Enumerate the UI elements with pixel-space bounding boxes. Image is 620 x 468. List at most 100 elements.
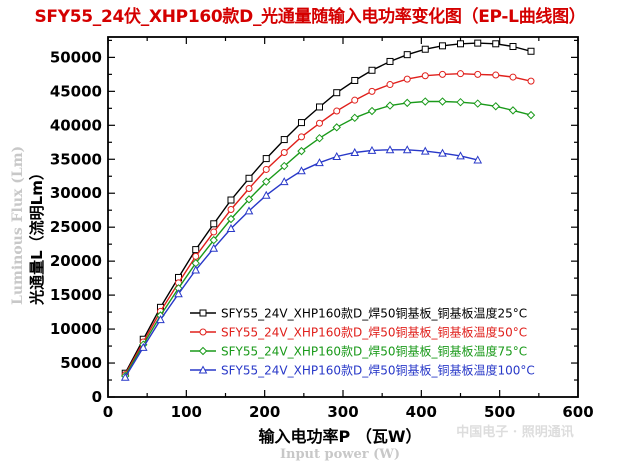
data-point <box>192 246 200 254</box>
data-point <box>421 97 430 106</box>
data-point <box>350 113 359 123</box>
data-point <box>226 214 236 224</box>
data-point <box>438 97 447 106</box>
y-tick-label: 40000 <box>50 116 102 134</box>
data-point <box>386 57 394 65</box>
data-point <box>120 372 130 381</box>
data-point <box>244 195 254 204</box>
data-point <box>350 147 360 156</box>
legend-item-3: SFY55_24V_XHP160款D_焊50铜基板_铜基板温度75°C <box>190 344 527 359</box>
x-tick-label: 400 <box>406 403 437 421</box>
data-point <box>244 206 254 215</box>
y-tick-label: 45000 <box>50 82 102 100</box>
series-line <box>124 149 478 378</box>
series-2 <box>121 70 535 379</box>
series-layer <box>120 39 536 381</box>
data-point <box>385 145 395 154</box>
data-point <box>261 190 271 199</box>
chart-title: SFY55_24伏_XHP160款D_光通量随输入电功率变化图（EP-L曲线图） <box>34 7 586 27</box>
y-tick-label: 10000 <box>50 320 102 338</box>
data-point <box>403 75 411 83</box>
data-point <box>226 223 236 233</box>
x-tick-label: 500 <box>484 403 515 421</box>
data-point <box>368 66 376 74</box>
data-point <box>192 252 200 260</box>
data-point <box>509 73 517 81</box>
data-point <box>473 155 483 164</box>
data-point <box>210 228 218 236</box>
data-point <box>227 206 235 214</box>
watermark-xlabel: Input power (W) <box>280 447 400 462</box>
data-point <box>438 70 446 78</box>
legend-item-2: SFY55_24V_XHP160款D_焊50铜基板_铜基板温度50°C <box>190 325 527 340</box>
data-point <box>279 177 289 186</box>
x-tick-label: 300 <box>327 403 358 421</box>
data-point <box>367 106 377 116</box>
legend-label: SFY55_24V_XHP160款D_焊50铜基板_铜基板温度100°C <box>221 363 535 378</box>
x-tick-label: 100 <box>171 403 202 421</box>
data-point <box>174 289 183 298</box>
plot-frame <box>107 36 579 398</box>
data-point <box>421 72 429 80</box>
data-point <box>262 177 271 186</box>
watermark-ylabel: Luminous Flux (Lm) <box>10 146 26 305</box>
data-point <box>386 81 394 89</box>
x-tick-label: 200 <box>249 403 280 421</box>
data-point <box>457 40 464 48</box>
x-tick-labels: 0 100 200 300 400 500 600 <box>103 403 594 421</box>
legend-item-1: SFY55_24V_XHP160款D_焊50铜基板_铜基板温度25°C <box>190 306 527 321</box>
data-point <box>245 184 253 192</box>
legend-marker <box>198 365 208 374</box>
data-point <box>492 40 500 48</box>
data-point <box>262 165 270 173</box>
y-tick-label: 20000 <box>50 252 102 270</box>
y-axis-label: 光通量L（流明Lm） <box>28 165 46 306</box>
data-point <box>403 51 411 59</box>
data-point <box>421 45 429 53</box>
data-point <box>438 42 446 50</box>
data-point <box>385 101 395 110</box>
x-tick-label: 600 <box>562 403 593 421</box>
data-point <box>508 106 518 115</box>
data-point <box>473 99 482 108</box>
data-point <box>527 77 535 85</box>
y-tick-label: 50000 <box>50 48 102 66</box>
data-point <box>209 243 219 252</box>
data-point <box>280 148 288 156</box>
series-3 <box>121 97 536 381</box>
x-axis-label: 输入电功率P （瓦W） <box>259 427 422 446</box>
data-point <box>191 265 201 274</box>
data-point <box>474 70 482 78</box>
data-point <box>297 119 305 127</box>
data-point <box>420 146 430 155</box>
data-point <box>227 196 235 204</box>
data-point <box>527 47 535 55</box>
y-tick-label: 15000 <box>50 286 102 304</box>
data-point <box>297 146 306 156</box>
y-tick-label: 5000 <box>60 354 102 372</box>
data-point <box>456 98 465 107</box>
legend-item-4: SFY55_24V_XHP160款D_焊50铜基板_铜基板温度100°C <box>190 363 535 378</box>
data-point <box>245 174 253 182</box>
legend-marker <box>199 328 207 336</box>
data-point <box>491 102 500 111</box>
y-tick-label: 30000 <box>50 184 102 202</box>
data-point <box>492 71 500 79</box>
legend-label: SFY55_24V_XHP160款D_焊50铜基板_铜基板温度75°C <box>221 344 527 359</box>
data-point <box>138 342 148 351</box>
data-point <box>316 103 323 111</box>
data-point <box>332 151 342 161</box>
watermark-brand: 中国电子 · 照明通讯 <box>456 424 574 440</box>
data-point <box>297 166 306 175</box>
data-point <box>402 145 412 154</box>
y-tick-label: 0 <box>92 388 102 406</box>
data-point <box>333 89 341 97</box>
legend-marker <box>198 346 208 356</box>
legend-label: SFY55_24V_XHP160款D_焊50铜基板_铜基板温度25°C <box>221 306 527 321</box>
data-point <box>509 43 517 51</box>
data-point <box>526 110 536 120</box>
data-point <box>332 123 341 132</box>
data-point <box>403 98 412 108</box>
data-point <box>457 70 464 78</box>
